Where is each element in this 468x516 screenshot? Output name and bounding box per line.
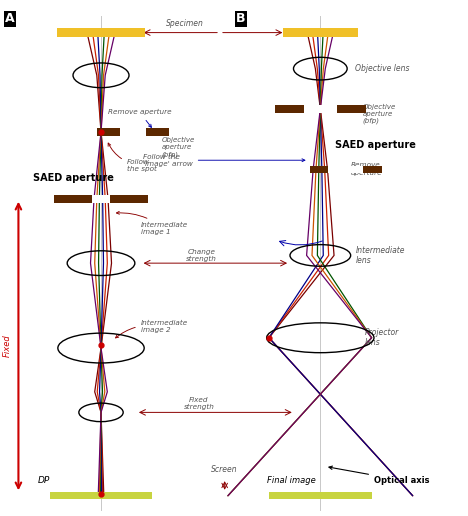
- Bar: [269, 492, 372, 499]
- Text: B: B: [236, 12, 246, 25]
- Text: Intermediate
lens: Intermediate lens: [355, 246, 405, 265]
- Text: A: A: [5, 12, 15, 25]
- Text: Follow the
'image' arrow: Follow the 'image' arrow: [143, 154, 305, 167]
- Bar: [92, 195, 110, 203]
- Text: Change
strength: Change strength: [186, 249, 217, 262]
- Text: SAED aperture: SAED aperture: [335, 140, 416, 150]
- Bar: [329, 166, 364, 173]
- Bar: [304, 105, 337, 112]
- Text: Remove
aperture: Remove aperture: [351, 163, 382, 175]
- Text: Objective
aperture
(bfp): Objective aperture (bfp): [161, 137, 195, 158]
- Bar: [96, 128, 169, 136]
- Text: Objective lens: Objective lens: [355, 64, 410, 73]
- Text: DP: DP: [38, 476, 50, 486]
- Text: Intermediate
image 1: Intermediate image 1: [117, 212, 188, 235]
- Bar: [54, 195, 148, 203]
- Text: Fixed: Fixed: [3, 334, 12, 358]
- Text: Follow
the spot: Follow the spot: [108, 143, 157, 172]
- Text: Optical axis: Optical axis: [329, 466, 430, 485]
- Bar: [50, 492, 153, 499]
- Bar: [120, 128, 146, 136]
- Bar: [310, 166, 382, 173]
- Bar: [57, 28, 146, 37]
- Text: Fixed
strength: Fixed strength: [183, 397, 214, 410]
- Text: SAED aperture: SAED aperture: [33, 173, 114, 183]
- Text: Screen: Screen: [212, 465, 238, 474]
- Text: Final image: Final image: [267, 476, 315, 486]
- Text: Projector
lens: Projector lens: [365, 328, 399, 347]
- Bar: [283, 28, 358, 37]
- Text: Specimen: Specimen: [166, 19, 204, 28]
- Text: Remove aperture: Remove aperture: [108, 109, 172, 127]
- Text: Intermediate
image 2: Intermediate image 2: [116, 320, 188, 338]
- Bar: [275, 105, 366, 112]
- Text: Objective
aperture
(bfp): Objective aperture (bfp): [362, 104, 395, 124]
